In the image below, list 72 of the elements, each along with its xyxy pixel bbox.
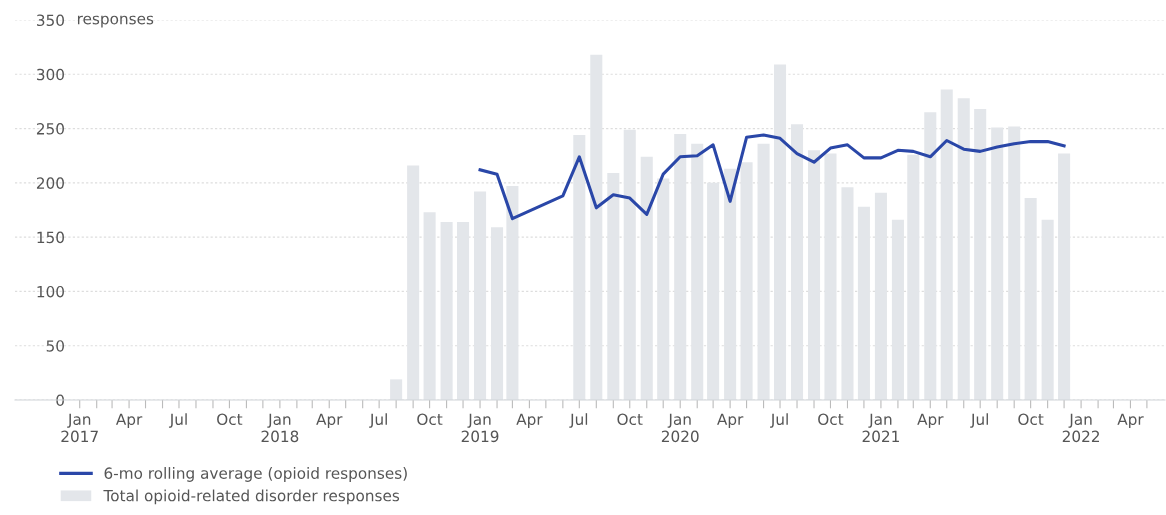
bar [940, 89, 953, 400]
bar [874, 192, 887, 400]
bar [1008, 126, 1021, 400]
x-tick-label: Oct [617, 413, 643, 426]
bar [506, 186, 519, 400]
bar [691, 143, 704, 400]
x-tick-label: Jan 2020 [661, 413, 699, 443]
x-tick-label: Oct [1018, 413, 1044, 426]
x-tick-label: Jan 2018 [261, 413, 299, 443]
bar [491, 227, 504, 400]
x-tick-label: Oct [417, 413, 443, 426]
bar [724, 168, 737, 400]
y-tick-label: 200 [36, 177, 64, 189]
y-tick-label: 150 [37, 231, 64, 244]
bar [924, 112, 937, 400]
x-tick-label: Jan 2019 [461, 413, 499, 443]
x-tick-label: Apr [717, 413, 744, 428]
x-tick-label: Apr [316, 413, 343, 428]
y-tick-label: 50 [46, 340, 64, 352]
bar [790, 124, 804, 400]
bar [390, 379, 403, 400]
bar [640, 156, 653, 400]
y-tick-label: 250 [36, 123, 64, 135]
bar [707, 182, 720, 400]
bar [974, 109, 987, 400]
line-series [478, 133, 1066, 221]
x-tick-label: Jul [168, 413, 187, 428]
bar [740, 162, 753, 400]
x-tick-label: Jan 2017 [61, 413, 98, 443]
bar [957, 98, 970, 400]
bar [573, 135, 586, 400]
x-tick-label: Jul [770, 413, 788, 428]
legend-label: 6-mo rolling average (opioid responses) [104, 467, 407, 482]
bar [407, 165, 420, 400]
bar [824, 153, 837, 400]
x-tick-label: Jan 2021 [862, 413, 899, 443]
bar [607, 173, 620, 400]
bar [841, 187, 854, 400]
bar [590, 54, 603, 400]
x-tick-label: Oct [818, 413, 844, 426]
x-tick-label: Jul [369, 413, 387, 428]
bar [757, 143, 770, 400]
y-tick-label: 300 [37, 68, 64, 81]
y-tick-label: 350 [37, 14, 64, 27]
bar [991, 127, 1004, 400]
bar [1058, 153, 1071, 400]
bar [1041, 219, 1054, 400]
x-tick-label: Apr [115, 413, 143, 428]
x-tick-label: Jan 2022 [1062, 413, 1099, 443]
bar [440, 221, 453, 400]
x-tick-label: Apr [1117, 413, 1144, 428]
x-tick-label: Oct [217, 413, 243, 426]
x-tick-label: Jul [970, 413, 988, 428]
y-axis-title: responses [77, 15, 154, 28]
bar [623, 129, 636, 400]
bar [423, 212, 436, 400]
bar [1024, 198, 1037, 400]
bar [857, 206, 870, 400]
bar [674, 134, 687, 400]
legend-label: Total opioid-related disorder responses [103, 489, 400, 505]
bar [807, 150, 821, 400]
y-tick-label: 0 [56, 394, 64, 407]
bar [773, 64, 787, 400]
bar [891, 219, 904, 400]
bar [474, 191, 487, 400]
bar [457, 221, 470, 400]
x-tick-label: Apr [516, 413, 543, 428]
y-tick-label: 100 [37, 285, 64, 298]
bar [657, 178, 670, 400]
x-tick-label: Apr [917, 413, 944, 428]
x-tick-label: Jul [569, 413, 588, 428]
bar [907, 154, 920, 400]
